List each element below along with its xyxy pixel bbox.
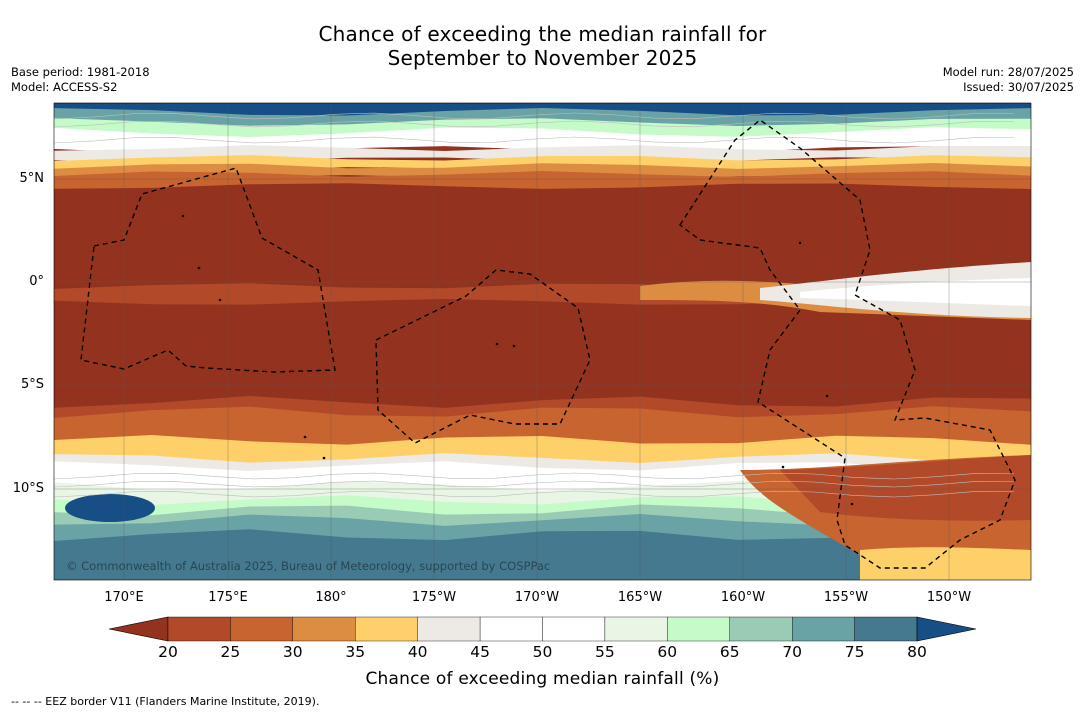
lon-label-170w: 170°W <box>514 590 560 605</box>
south-blue-patch <box>65 494 155 522</box>
north-contour-3 <box>54 136 1015 144</box>
colorbar-swatch-6 <box>479 616 543 642</box>
colorbar-swatch-4 <box>355 616 418 642</box>
colorbar-swatch-1 <box>167 616 231 642</box>
lat-label-5s: 5°S <box>20 377 44 392</box>
colorbar-tick-60: 60 <box>657 643 678 661</box>
colorbar-tick-70: 70 <box>782 643 803 661</box>
colorbar-tick-40: 40 <box>407 643 428 661</box>
island-6 <box>512 344 516 348</box>
colorbar-tick-20: 20 <box>158 643 178 661</box>
colorbar-extend-low <box>108 616 169 642</box>
island-0 <box>181 214 185 218</box>
north-band-blue <box>54 103 1031 116</box>
colorbar-tick-45: 45 <box>470 643 490 661</box>
eez-border-2 <box>679 119 1016 569</box>
lon-label-180: 180° <box>315 590 347 605</box>
island-8 <box>781 465 785 469</box>
title-line-1: Chance of exceeding the median rainfall … <box>318 22 767 46</box>
lon-label-165w: 165°W <box>617 590 663 605</box>
base-period-text: Base period: 1981-2018 <box>11 65 150 79</box>
island-3 <box>303 435 307 439</box>
lat-label-5n: 5°N <box>19 171 45 186</box>
south-contour-2 <box>54 480 1015 488</box>
copyright-notice: © Commonwealth of Australia 2025, Bureau… <box>66 559 551 573</box>
colorbar-tick-25: 25 <box>220 643 241 661</box>
lat-label-10s: 10°S <box>12 481 44 496</box>
colorbar-swatch-5 <box>417 616 481 642</box>
colorbar-tick-30: 30 <box>282 643 303 661</box>
island-5 <box>495 342 499 346</box>
equator-east-white <box>800 278 1031 306</box>
island-1 <box>197 266 201 270</box>
colorbar-label: Chance of exceeding median rainfall (%) <box>365 669 720 689</box>
model-run-text: Model run: 28/07/2025 <box>942 65 1074 79</box>
colorbar-swatch-10 <box>729 616 793 642</box>
colorbar-tick-65: 65 <box>719 643 740 661</box>
island-2 <box>218 298 222 302</box>
colorbar-tick-55: 55 <box>595 643 615 661</box>
north-contour-2 <box>54 120 1015 128</box>
island-4 <box>322 456 326 460</box>
lon-label-155w: 155°W <box>823 590 869 605</box>
island-7 <box>798 241 802 245</box>
colorbar-swatch-12 <box>854 616 918 642</box>
south-contour-1 <box>54 472 1015 480</box>
lon-label-175e: 175°E <box>208 590 248 605</box>
colorbar-swatch-2 <box>230 616 294 642</box>
colorbar-tick-50: 50 <box>532 643 553 661</box>
lon-label-175w: 175°W <box>411 590 457 605</box>
model-text: Model: ACCESS-S2 <box>11 79 118 94</box>
colorbar-swatch-3 <box>292 616 356 642</box>
colorbar-tick-80: 80 <box>907 643 927 661</box>
south-contour-3 <box>54 490 1015 498</box>
issued-text: Issued: 30/07/2025 <box>963 79 1074 94</box>
lon-label-150w: 150°W <box>926 590 972 605</box>
colorbar-swatch-11 <box>792 616 855 642</box>
eez-border-1 <box>375 269 591 444</box>
lat-label-0: 0° <box>29 274 44 289</box>
colorbar-swatch-7 <box>542 616 606 642</box>
eez-footnote: -- -- -- EEZ border V11 (Flanders Marine… <box>11 695 320 708</box>
colorbar-tick-35: 35 <box>345 643 366 661</box>
title-line-2: September to November 2025 <box>387 46 698 70</box>
southeast-yellow <box>860 547 1031 580</box>
colorbar-swatch-9 <box>667 616 730 642</box>
lon-label-160w: 160°W <box>720 590 766 605</box>
eez-border-0 <box>80 167 336 373</box>
island-10 <box>850 502 854 506</box>
colorbar-tick-75: 75 <box>844 643 865 661</box>
north-band-rust <box>54 171 1031 189</box>
colorbar-extend-high <box>916 616 977 642</box>
model-info: Base period: 1981-2018 Model: ACCESS-S2 <box>11 65 150 94</box>
north-contour-1 <box>54 112 1015 120</box>
map-frame <box>53 102 1032 581</box>
lon-label-170e: 170°E <box>104 590 144 605</box>
rainfall-field <box>54 103 1031 580</box>
island-9 <box>825 394 829 398</box>
run-info: Model run: 28/07/2025 Issued: 30/07/2025 <box>943 65 1074 94</box>
colorbar-swatch-8 <box>604 616 668 642</box>
south-band-slate <box>54 529 1031 580</box>
